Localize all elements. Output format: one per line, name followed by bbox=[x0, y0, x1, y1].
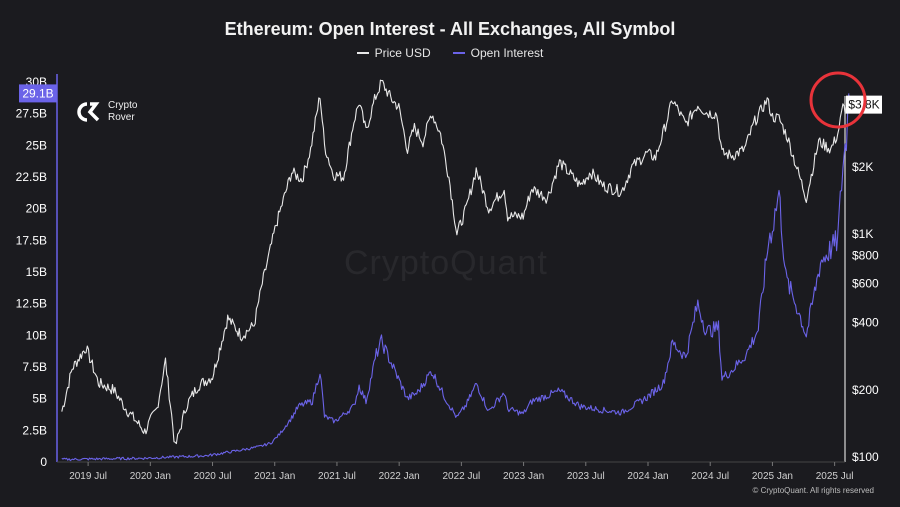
left-value-badge bbox=[19, 84, 57, 103]
x-tick-label: 2019 Jul bbox=[69, 471, 107, 482]
x-tick-label: 2021 Jan bbox=[254, 471, 295, 482]
right-tick-label: $400 bbox=[852, 316, 879, 330]
legend-swatch-open-interest bbox=[452, 52, 465, 54]
right-tick-label: $1K bbox=[852, 227, 873, 241]
logo-text: Crypto Rover bbox=[108, 100, 137, 124]
legend-label-open-interest: Open Interest bbox=[470, 46, 544, 60]
left-tick-label: 25B bbox=[26, 138, 47, 152]
left-tick-label: 0 bbox=[40, 455, 47, 469]
legend-item-price[interactable]: Price USD bbox=[356, 46, 431, 60]
x-tick-label: 2023 Jul bbox=[567, 471, 605, 482]
watermark: CryptoQuant bbox=[344, 244, 548, 282]
chart-title: Ethereum: Open Interest - All Exchanges,… bbox=[224, 19, 676, 39]
legend-item-open-interest[interactable]: Open Interest bbox=[452, 46, 544, 60]
legend: Price USD Open Interest bbox=[0, 46, 900, 60]
right-tick-label: $800 bbox=[852, 249, 879, 263]
x-tick-label: 2024 Jan bbox=[627, 471, 668, 482]
logo-line-1: Crypto bbox=[108, 100, 138, 111]
left-tick-label: 20B bbox=[26, 202, 47, 216]
left-tick-label: 2.5B bbox=[22, 423, 47, 437]
x-tick-label: 2022 Jul bbox=[442, 471, 480, 482]
left-tick-label: 10B bbox=[26, 328, 47, 342]
legend-label-price: Price USD bbox=[374, 46, 431, 60]
left-tick-label: 12.5B bbox=[16, 297, 47, 311]
left-tick-label: 22.5B bbox=[16, 170, 47, 184]
left-value-badge-label: 29.1B bbox=[22, 86, 53, 100]
x-tick-label: 2023 Jan bbox=[503, 471, 544, 482]
right-tick-label: $200 bbox=[852, 383, 879, 397]
left-tick-label: 7.5B bbox=[22, 360, 47, 374]
x-tick-label: 2025 Jan bbox=[752, 471, 793, 482]
x-tick-label: 2022 Jan bbox=[379, 471, 420, 482]
left-tick-label: 17.5B bbox=[16, 233, 47, 247]
x-tick-label: 2024 Jul bbox=[691, 471, 729, 482]
right-tick-label: $100 bbox=[852, 450, 879, 464]
copyright: © CryptoQuant. All rights reserved bbox=[752, 486, 875, 495]
x-tick-label: 2025 Jul bbox=[816, 471, 854, 482]
legend-swatch-price bbox=[356, 52, 369, 54]
price-usd-line bbox=[61, 79, 850, 445]
right-tick-label: $600 bbox=[852, 276, 879, 290]
x-tick-label: 2020 Jan bbox=[130, 471, 171, 482]
left-tick-label: 15B bbox=[26, 265, 47, 279]
x-tick-label: 2021 Jul bbox=[318, 471, 356, 482]
crypto-rover-logo-icon bbox=[77, 102, 100, 122]
right-tick-label: $2K bbox=[852, 160, 873, 174]
open-interest-line bbox=[61, 93, 850, 462]
x-tick-label: 2020 Jul bbox=[194, 471, 232, 482]
crypto-rover-logo: Crypto Rover bbox=[76, 100, 137, 124]
logo-line-2: Rover bbox=[108, 112, 135, 123]
highlight-circle bbox=[809, 71, 867, 129]
left-tick-label: 5B bbox=[32, 392, 47, 406]
left-tick-label: 27.5B bbox=[16, 107, 47, 121]
